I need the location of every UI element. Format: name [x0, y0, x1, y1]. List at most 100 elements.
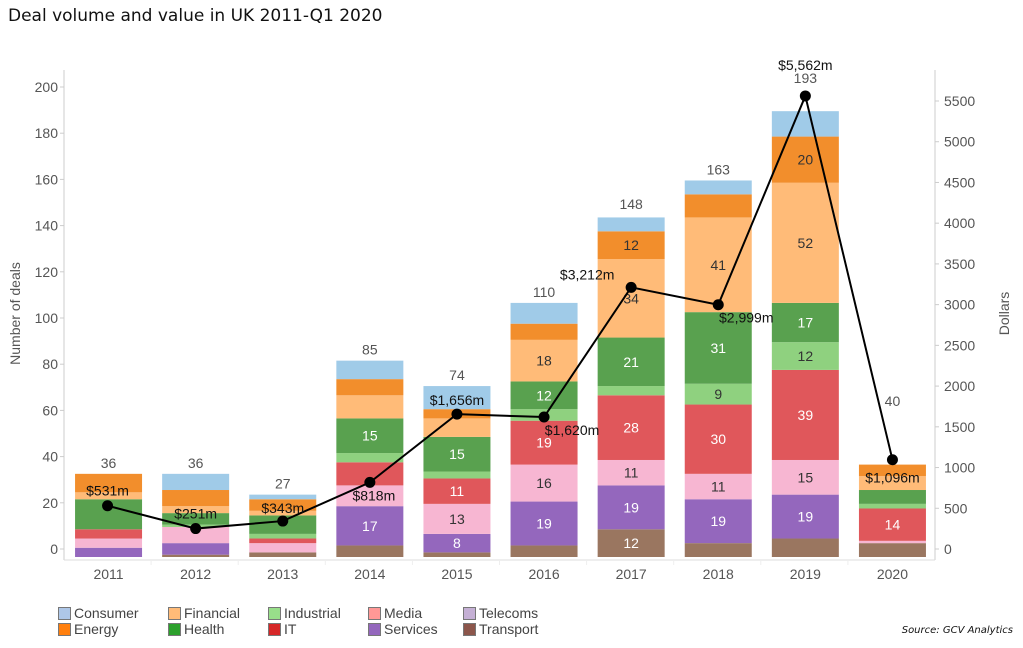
- bar-segment-media-2016: [510, 464, 578, 502]
- legend-label: IT: [284, 621, 297, 637]
- segment-label: 11: [450, 483, 465, 499]
- segment-label: 12: [623, 237, 639, 253]
- y2-tick-label: 1500: [944, 419, 975, 435]
- value-label: $1,620m: [545, 422, 599, 438]
- bar-segment-transport-2013: [249, 552, 317, 557]
- value-point: [102, 500, 114, 512]
- y2-tick-label: 2500: [944, 337, 975, 353]
- bar-segment-industrial-2015: [423, 471, 491, 479]
- x-tick-label: 2015: [441, 566, 472, 582]
- value-point: [886, 454, 898, 466]
- bar-segment-health-2020: [858, 490, 926, 504]
- y-tick-label: 60: [42, 402, 58, 418]
- bar-segment-it-2019: [771, 369, 839, 460]
- x-tick-label: 2017: [616, 566, 647, 582]
- bar-segment-consumer-2019: [771, 111, 839, 137]
- legend-label: Media: [384, 605, 423, 621]
- bar-segment-services-2011: [75, 547, 143, 557]
- legend-item-consumer: Consumer: [58, 605, 168, 621]
- y-tick-label: 0: [50, 541, 58, 557]
- bar-segment-media-2013: [249, 543, 317, 553]
- bar-segment-financial-2017: [597, 259, 665, 338]
- source-note: Source: GCV Analytics: [901, 625, 1013, 636]
- total-labels: 36 36 27 85 74 110 148 163 193 40: [101, 70, 901, 492]
- bar-segment-energy-2017: [597, 231, 665, 260]
- legend-swatch: [268, 606, 281, 620]
- segment-label: 17: [362, 518, 378, 534]
- bar-segment-services-2018: [684, 499, 752, 544]
- y2-tick-label: 2000: [944, 378, 975, 394]
- bar-segment-it-2018: [684, 404, 752, 474]
- segment-label: 13: [449, 511, 465, 527]
- segment-label: 19: [710, 513, 726, 529]
- bar-segment-health-2018: [684, 312, 752, 384]
- segment-label: 30: [710, 431, 726, 447]
- bar-segment-health-2017: [597, 337, 665, 387]
- legend-swatch: [268, 622, 281, 636]
- bar-segment-health-2015: [423, 436, 491, 472]
- x-tick-label: 2020: [877, 566, 908, 582]
- y-tick-label: 180: [35, 125, 59, 141]
- legend-swatch: [168, 606, 181, 620]
- legend-swatch: [168, 622, 181, 636]
- segment-label: 52: [798, 235, 814, 251]
- y-axis-title: Number of deals: [7, 262, 23, 365]
- legend-item-industrial: Industrial: [268, 605, 368, 621]
- y-tick-label: 160: [35, 171, 59, 187]
- value-label: $5,562m: [778, 57, 832, 73]
- total-label: 36: [188, 455, 204, 471]
- y-tick-label: 40: [42, 449, 58, 465]
- bar-segment-services-2014: [336, 506, 404, 546]
- bar-segment-services-2016: [510, 501, 578, 546]
- segment-label: 12: [798, 348, 814, 364]
- bar-segment-media-2017: [597, 459, 665, 486]
- bar-segment-services-2012: [162, 543, 230, 555]
- total-label: 110: [533, 284, 556, 300]
- x-tick-label: 2013: [267, 566, 298, 582]
- bar-segment-it-2015: [423, 478, 491, 504]
- segment-label: 20: [798, 152, 814, 168]
- total-label: 163: [707, 161, 731, 177]
- bar-segment-health-2016: [510, 381, 578, 410]
- bars: [75, 111, 926, 557]
- value-label: $1,096m: [865, 470, 919, 486]
- bar-segment-consumer-2015: [423, 386, 491, 410]
- legend-label: Energy: [74, 621, 119, 637]
- bar-segment-consumer-2014: [336, 360, 404, 380]
- legend-label: Industrial: [284, 605, 341, 621]
- x-tick-label: 2018: [703, 566, 734, 582]
- bar-segment-media-2020: [858, 540, 926, 544]
- total-label: 27: [275, 476, 291, 492]
- bar-segment-it-2020: [858, 508, 926, 541]
- y2-tick-label: 3500: [944, 256, 975, 272]
- x-tick-label: 2012: [180, 566, 211, 582]
- bar-segment-transport-2020: [858, 543, 926, 557]
- y-tick-label: 120: [35, 264, 59, 280]
- segment-label: 39: [798, 407, 814, 423]
- value-point: [799, 90, 811, 102]
- segment-label: 21: [623, 354, 639, 370]
- value-label: $818m: [352, 487, 395, 503]
- y2-tick-label: 500: [944, 500, 968, 516]
- y2-tick-label: 3000: [944, 297, 975, 313]
- bar-segment-it-2013: [249, 538, 317, 544]
- legend-label: Transport: [479, 621, 539, 637]
- bar-segment-financial-2012: [162, 506, 230, 514]
- legend-swatch: [58, 622, 71, 636]
- bar-segment-financial-2019: [771, 182, 839, 303]
- legend-swatch: [463, 622, 476, 636]
- chart-title: Deal volume and value in UK 2011-Q1 2020: [8, 6, 383, 26]
- y2-tick-label: 4000: [944, 215, 975, 231]
- legend-swatch: [463, 606, 476, 620]
- x-tick-label: 2014: [354, 566, 385, 582]
- bar-segment-energy-2019: [771, 136, 839, 183]
- bar-segment-media-2011: [75, 538, 143, 548]
- segment-label: 15: [798, 469, 814, 485]
- value-line-path: [107, 92, 894, 530]
- segment-label: 19: [623, 499, 639, 515]
- legend-item-media: Media: [368, 605, 463, 621]
- bar-segment-health-2019: [771, 302, 839, 343]
- value-point: [190, 523, 202, 535]
- segment-label: 15: [449, 446, 465, 462]
- legend-swatch: [368, 606, 381, 620]
